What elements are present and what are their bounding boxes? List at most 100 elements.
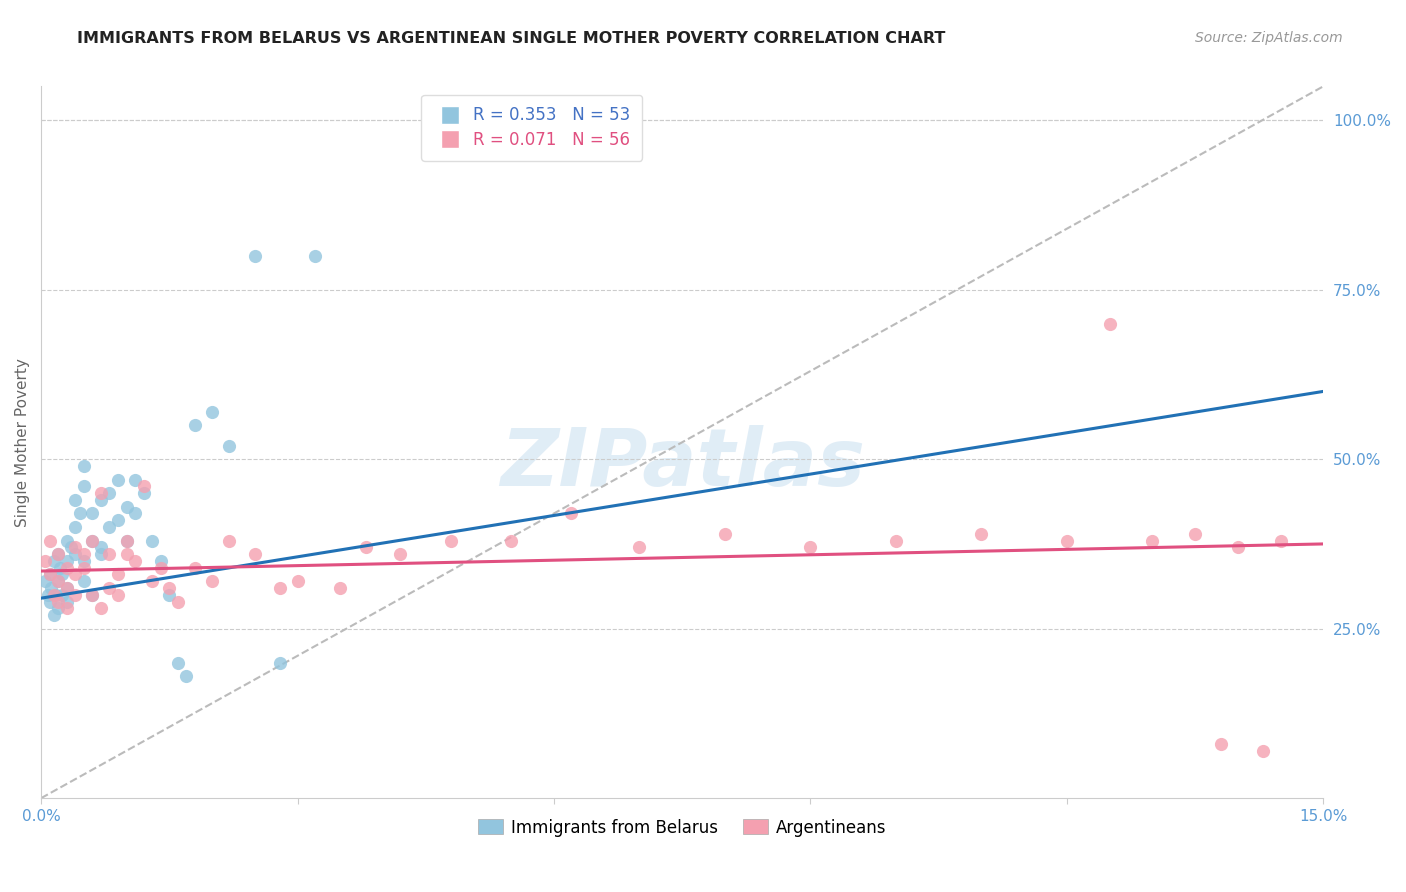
Point <box>98 581 121 595</box>
Point <box>51 567 73 582</box>
Point <box>132 479 155 493</box>
Point <box>1184 526 1206 541</box>
Point <box>41 581 63 595</box>
Point <box>55 554 77 568</box>
Point <box>304 249 326 263</box>
Point <box>269 581 291 595</box>
Point <box>1270 533 1292 548</box>
Point <box>65 567 87 582</box>
Point <box>115 500 138 514</box>
Point <box>82 533 104 548</box>
Point <box>440 533 463 548</box>
Text: ZIPatlas: ZIPatlas <box>499 425 865 502</box>
Point <box>269 656 291 670</box>
Point <box>65 588 87 602</box>
Point <box>38 567 60 582</box>
Point <box>107 473 129 487</box>
Point <box>184 418 207 433</box>
Point <box>1098 317 1121 331</box>
Point <box>82 588 104 602</box>
Point <box>49 560 72 574</box>
Point <box>46 547 69 561</box>
Point <box>124 507 146 521</box>
Point <box>55 581 77 595</box>
Point <box>42 554 65 568</box>
Point <box>141 574 163 589</box>
Point <box>184 560 207 574</box>
Point <box>1209 737 1232 751</box>
Point <box>34 554 56 568</box>
Point <box>218 439 240 453</box>
Point <box>38 567 60 582</box>
Point <box>42 588 65 602</box>
Point <box>34 574 56 589</box>
Point <box>501 533 523 548</box>
Point <box>628 541 651 555</box>
Point <box>107 588 129 602</box>
Point <box>1056 533 1078 548</box>
Point <box>218 533 240 548</box>
Point <box>90 601 112 615</box>
Point <box>107 567 129 582</box>
Point <box>73 554 96 568</box>
Point <box>157 581 180 595</box>
Point <box>389 547 412 561</box>
Point <box>132 486 155 500</box>
Point <box>98 486 121 500</box>
Point <box>107 513 129 527</box>
Point <box>90 547 112 561</box>
Point <box>82 533 104 548</box>
Point <box>167 594 190 608</box>
Text: IMMIGRANTS FROM BELARUS VS ARGENTINEAN SINGLE MOTHER POVERTY CORRELATION CHART: IMMIGRANTS FROM BELARUS VS ARGENTINEAN S… <box>77 31 946 46</box>
Point <box>73 458 96 473</box>
Point <box>329 581 352 595</box>
Point <box>42 608 65 623</box>
Point <box>82 588 104 602</box>
Point <box>243 249 266 263</box>
Point <box>65 547 87 561</box>
Point <box>354 541 377 555</box>
Point <box>55 560 77 574</box>
Point <box>73 574 96 589</box>
Point <box>98 520 121 534</box>
Point <box>115 547 138 561</box>
Point <box>115 533 138 548</box>
Point <box>98 547 121 561</box>
Text: Source: ZipAtlas.com: Source: ZipAtlas.com <box>1195 31 1343 45</box>
Point <box>124 554 146 568</box>
Point <box>560 507 582 521</box>
Point <box>90 486 112 500</box>
Point <box>1226 541 1249 555</box>
Point <box>46 594 69 608</box>
Point <box>243 547 266 561</box>
Point <box>69 507 91 521</box>
Point <box>38 594 60 608</box>
Point <box>201 405 224 419</box>
Point <box>167 656 190 670</box>
Point <box>37 588 59 602</box>
Point <box>51 588 73 602</box>
Point <box>201 574 224 589</box>
Point <box>884 533 907 548</box>
Point <box>115 533 138 548</box>
Point <box>141 533 163 548</box>
Point <box>287 574 309 589</box>
Point <box>65 492 87 507</box>
Point <box>55 581 77 595</box>
Point <box>46 574 69 589</box>
Point <box>65 520 87 534</box>
Y-axis label: Single Mother Poverty: Single Mother Poverty <box>15 358 30 526</box>
Point <box>1253 744 1275 758</box>
Point <box>149 560 172 574</box>
Point <box>65 541 87 555</box>
Point <box>124 473 146 487</box>
Point <box>176 669 198 683</box>
Point <box>73 479 96 493</box>
Point <box>82 507 104 521</box>
Point <box>60 541 83 555</box>
Point <box>90 492 112 507</box>
Legend: Immigrants from Belarus, Argentineans: Immigrants from Belarus, Argentineans <box>471 812 893 843</box>
Point <box>46 574 69 589</box>
Point <box>38 533 60 548</box>
Point <box>1142 533 1164 548</box>
